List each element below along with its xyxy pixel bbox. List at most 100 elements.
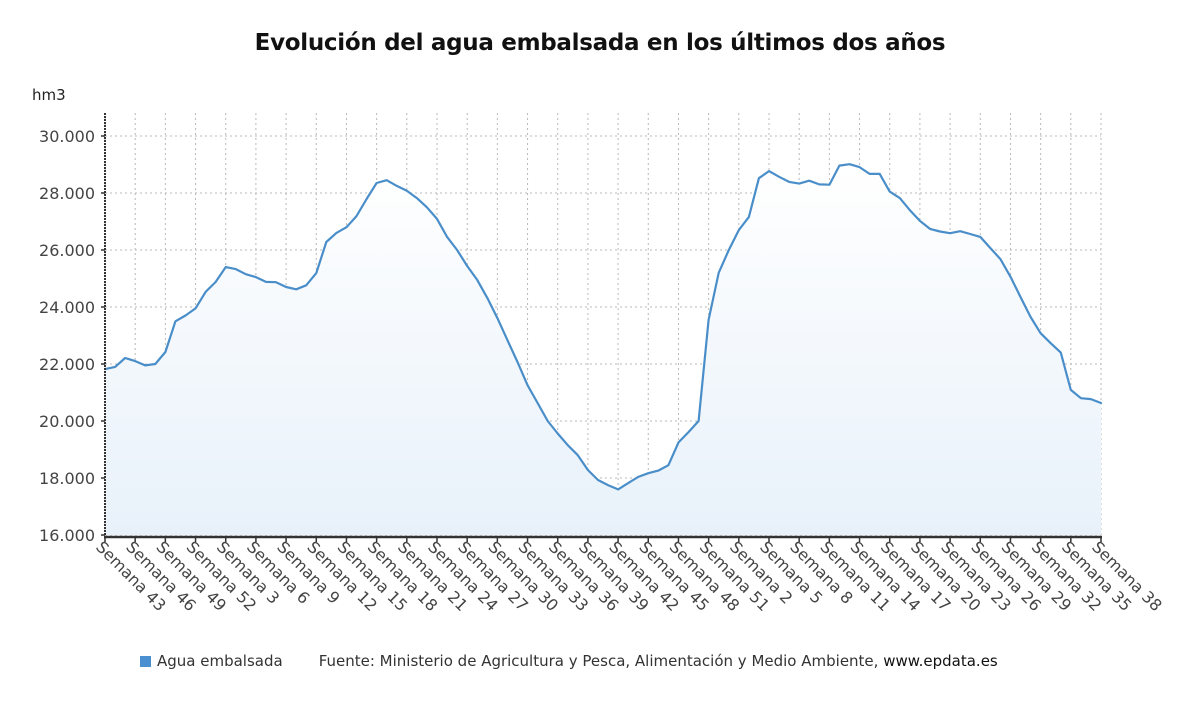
data-point	[617, 488, 619, 490]
data-point	[275, 281, 277, 283]
data-point	[869, 173, 871, 175]
data-point	[376, 182, 378, 184]
data-point	[195, 307, 197, 309]
data-point	[647, 472, 649, 474]
data-point	[748, 216, 750, 218]
data-point	[335, 232, 337, 234]
data-point	[969, 233, 971, 235]
data-point	[859, 166, 861, 168]
data-point	[124, 357, 126, 359]
data-point	[225, 266, 227, 268]
data-point	[215, 281, 217, 283]
data-point	[688, 431, 690, 433]
data-point	[798, 183, 800, 185]
data-point	[929, 228, 931, 230]
data-point	[315, 272, 317, 274]
data-point	[305, 284, 307, 286]
data-point	[144, 364, 146, 366]
y-axis-unit-label: hm3	[32, 86, 66, 104]
data-point	[436, 218, 438, 220]
data-point	[476, 279, 478, 281]
data-point	[818, 183, 820, 185]
data-point	[295, 288, 297, 290]
source-attribution: Fuente: Ministerio de Agricultura y Pesc…	[318, 652, 884, 670]
data-point	[778, 176, 780, 178]
data-point	[567, 444, 569, 446]
data-point	[989, 247, 991, 249]
data-point	[366, 198, 368, 200]
data-point	[627, 482, 629, 484]
data-point	[1050, 342, 1052, 344]
data-point	[879, 173, 881, 175]
data-point	[1100, 402, 1102, 404]
data-point	[738, 229, 740, 231]
data-point	[587, 469, 589, 471]
data-point	[557, 433, 559, 435]
data-point	[677, 441, 679, 443]
data-point	[184, 315, 186, 317]
data-point	[154, 363, 156, 365]
data-point	[325, 241, 327, 243]
data-point	[758, 177, 760, 179]
data-point	[426, 206, 428, 208]
data-point	[768, 170, 770, 172]
data-point	[889, 191, 891, 193]
data-point	[848, 163, 850, 165]
data-point	[657, 470, 659, 472]
data-point	[386, 179, 388, 181]
y-tick-label: 28.000	[39, 184, 95, 203]
data-point	[597, 479, 599, 481]
data-point	[516, 361, 518, 363]
data-point	[828, 184, 830, 186]
data-point	[527, 384, 529, 386]
data-point	[547, 420, 549, 422]
data-point	[285, 286, 287, 288]
y-tick-label: 20.000	[39, 412, 95, 431]
y-tick-label: 18.000	[39, 469, 95, 488]
data-point	[607, 484, 609, 486]
data-point	[939, 230, 941, 232]
y-tick-label: 22.000	[39, 355, 95, 374]
series-line-agua-embalsada	[103, 163, 1103, 491]
data-point	[174, 320, 176, 322]
y-axis-ticks: 16.000 18.000 20.000 22.000 24.000 26.000 28.0…	[39, 127, 105, 545]
data-point	[446, 236, 448, 238]
data-point	[919, 220, 921, 222]
data-point	[899, 197, 901, 199]
data-point	[537, 402, 539, 404]
data-point	[416, 197, 418, 199]
data-point	[808, 180, 810, 182]
data-point	[235, 268, 237, 270]
legend: Agua embalsada Fuente: Ministerio de Agr…	[140, 652, 998, 670]
data-point	[456, 249, 458, 251]
data-point	[959, 230, 961, 232]
data-point	[838, 165, 840, 167]
data-point	[1040, 332, 1042, 334]
data-point	[164, 351, 166, 353]
y-tick-label: 26.000	[39, 241, 95, 260]
data-point	[698, 420, 700, 422]
series-area-agua-embalsada	[105, 164, 1101, 535]
data-point	[134, 360, 136, 362]
source-link[interactable]: www.epdata.es	[883, 652, 998, 670]
data-point	[245, 273, 247, 275]
legend-swatch	[140, 655, 151, 667]
data-point	[788, 181, 790, 183]
data-point	[496, 317, 498, 319]
data-point	[667, 464, 669, 466]
legend-label: Agua embalsada	[157, 652, 283, 670]
data-point	[265, 281, 267, 283]
data-point	[637, 476, 639, 478]
data-point	[255, 276, 257, 278]
data-point	[1080, 397, 1082, 399]
data-point	[205, 291, 207, 293]
source-text: Fuente: Ministerio de Agricultura y Pesc…	[319, 652, 998, 670]
y-tick-label: 16.000	[39, 526, 95, 545]
data-point	[718, 272, 720, 274]
data-point	[708, 319, 710, 321]
y-tick-label: 24.000	[39, 298, 95, 317]
chart-title: Evolución del agua embalsada en los últi…	[254, 30, 946, 56]
data-point	[114, 366, 116, 368]
y-tick-label: 30.000	[39, 127, 95, 146]
